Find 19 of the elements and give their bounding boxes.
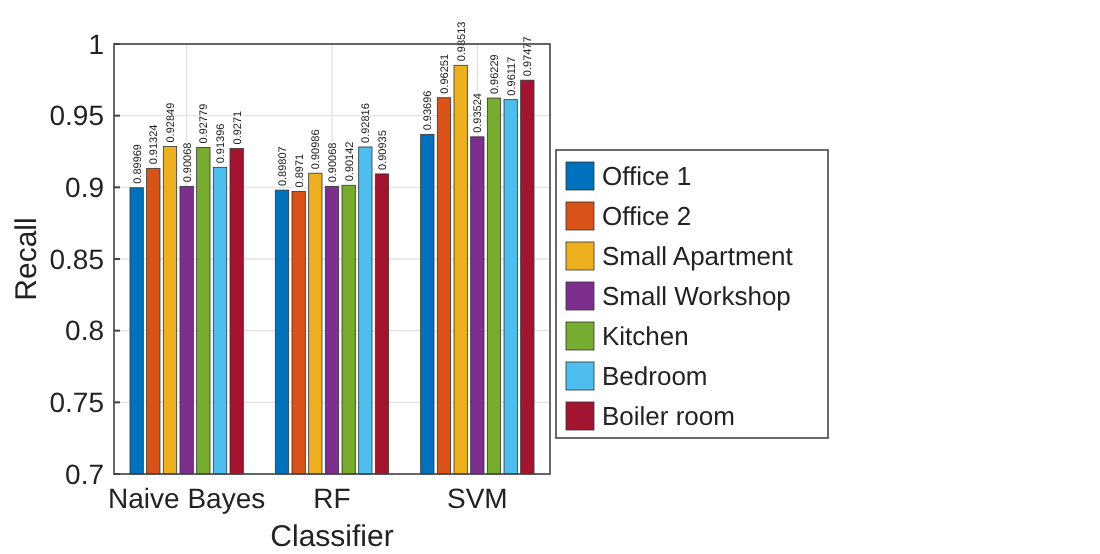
y-tick-label: 0.95 [49,99,105,132]
y-tick-label: 0.7 [65,457,105,490]
y-tick-label: 0.9 [65,171,105,204]
y-tick-label: 0.8 [65,314,105,347]
y-tick-label: 1 [88,27,105,60]
y-tick-label: 0.75 [49,386,105,419]
legend-label: Small Workshop [602,281,791,312]
x-tick-label: Naive Bayes [108,482,266,514]
x-tick-label: SVM [446,482,508,514]
legend-label: Office 2 [602,201,692,232]
y-tick-label: 0.85 [49,242,105,275]
legend-label: Kitchen [602,321,689,352]
legend-label: Small Apartment [602,241,794,272]
y-axis-title: Recall [10,217,44,301]
legend-label: Office 1 [602,161,692,192]
legend-label: Boiler room [602,401,735,432]
x-tick-label: RF [313,482,351,514]
x-axis-title: Classifier [270,520,394,554]
legend-label: Bedroom [602,361,708,392]
